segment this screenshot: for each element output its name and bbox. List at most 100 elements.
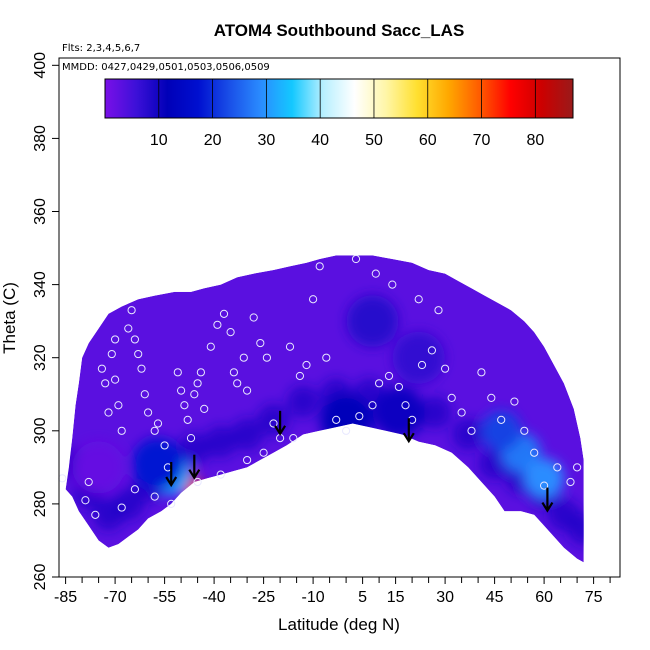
- sample-point: [97, 364, 107, 373]
- sample-point: [117, 503, 126, 512]
- sample-point: [427, 346, 436, 355]
- field-band-cell: [204, 425, 237, 458]
- sample-point: [262, 353, 271, 362]
- field-band-cell: [452, 418, 485, 451]
- y-tick-label: 360: [32, 198, 49, 225]
- sample-point: [540, 481, 549, 490]
- sample-point: [573, 463, 582, 472]
- sample-point: [259, 448, 268, 457]
- sample-point: [84, 477, 93, 487]
- sample-point: [434, 306, 443, 315]
- field-patch: [372, 386, 425, 439]
- sample-point: [441, 364, 450, 373]
- colorbar-tick-label: 10: [150, 132, 168, 149]
- sample-point: [477, 368, 486, 377]
- sample-point: [183, 415, 192, 424]
- sample-point: [193, 477, 202, 487]
- sample-point: [180, 401, 189, 410]
- down-arrow-icon: [165, 462, 178, 488]
- y-tick-label: 380: [32, 125, 49, 152]
- colorbar: 10 20 30 40 50 60 70 80: [104, 78, 574, 149]
- sample-point: [457, 408, 466, 417]
- sample-point: [134, 349, 143, 359]
- dates-annotation: MMDD: 0427,0429,0501,0503,0506,0509: [62, 62, 270, 73]
- sample-point: [196, 368, 205, 377]
- sample-point: [239, 353, 248, 362]
- sample-point: [388, 280, 397, 289]
- colorbar-tick-label: 60: [419, 132, 437, 149]
- sample-point: [124, 324, 133, 333]
- sample-point: [315, 262, 324, 271]
- y-tick-label: 340: [32, 271, 49, 298]
- x-tick-label: 45: [486, 589, 504, 606]
- sample-point: [186, 434, 196, 443]
- sample-point: [295, 371, 304, 381]
- colorbar-tick-label: 30: [257, 132, 275, 149]
- flights-annotation: Flts: 2,3,4,5,6,7: [62, 43, 140, 54]
- x-tick-label: 5: [358, 589, 367, 606]
- sample-point: [111, 335, 120, 344]
- sample-point: [351, 254, 361, 264]
- sample-point: [256, 338, 265, 348]
- sample-point: [401, 401, 410, 410]
- field-band-cell: [178, 433, 211, 466]
- sample-point: [117, 426, 126, 435]
- colorbar-tick-label: 40: [311, 132, 329, 149]
- down-arrow-icon: [541, 487, 554, 513]
- x-tick-label: 30: [436, 589, 454, 606]
- x-tick-label: -70: [104, 589, 127, 606]
- sample-point: [243, 386, 252, 395]
- x-tick-label: 60: [535, 589, 553, 606]
- field-band-cell: [547, 498, 580, 531]
- x-tick-label: 75: [585, 589, 603, 606]
- sample-point: [368, 401, 377, 410]
- sample-point: [309, 295, 318, 304]
- sample-point: [150, 426, 159, 435]
- field-patch: [72, 441, 125, 494]
- sample-point: [81, 496, 90, 505]
- sample-point: [520, 426, 529, 435]
- sample-point: [213, 320, 222, 329]
- sample-point: [510, 397, 519, 406]
- sample-point: [355, 412, 364, 421]
- sample-point: [114, 401, 123, 410]
- sample-point: [553, 463, 562, 472]
- y-tick-label: 400: [32, 52, 49, 79]
- sample-point: [530, 448, 539, 457]
- flight-arrows: [165, 410, 554, 513]
- field-band-cell: [92, 498, 125, 531]
- sample-point: [289, 434, 298, 443]
- x-axis: -85 -70 -55 -40 -25 -10 5 15 30 45 60 75: [54, 577, 611, 606]
- sample-point: [243, 455, 252, 465]
- sample-point: [107, 349, 116, 359]
- field-patch: [392, 331, 445, 384]
- field-patch: [132, 437, 184, 490]
- y-axis-label: Theta (C): [0, 282, 19, 354]
- sample-point: [249, 313, 258, 322]
- sample-point: [342, 426, 351, 435]
- sample-point: [371, 269, 380, 278]
- field-patches: [65, 295, 584, 546]
- colorbar-tick-label: 50: [365, 132, 383, 149]
- sample-point: [153, 419, 163, 428]
- x-tick-label: -40: [203, 589, 226, 606]
- sample-point: [140, 390, 149, 399]
- sample-point: [101, 379, 110, 388]
- sample-point: [447, 393, 456, 403]
- down-arrow-icon: [402, 418, 415, 444]
- field-band-cell: [419, 396, 452, 429]
- sample-point: [144, 408, 153, 417]
- field-patch: [320, 393, 373, 446]
- chart-title: ATOM4 Southbound Sacc_LAS: [214, 21, 465, 40]
- sample-point: [173, 368, 182, 377]
- sample-point: [130, 335, 139, 344]
- y-axis: 260 280 300 320 340 360 380 400: [32, 52, 59, 590]
- contour-field: [65, 255, 584, 563]
- sample-point: [269, 419, 278, 428]
- sample-point: [233, 379, 242, 388]
- field-band-cell: [231, 418, 264, 451]
- sample-point: [130, 485, 139, 494]
- sample-point: [497, 415, 506, 424]
- colorbar-tick-label: 70: [473, 132, 491, 149]
